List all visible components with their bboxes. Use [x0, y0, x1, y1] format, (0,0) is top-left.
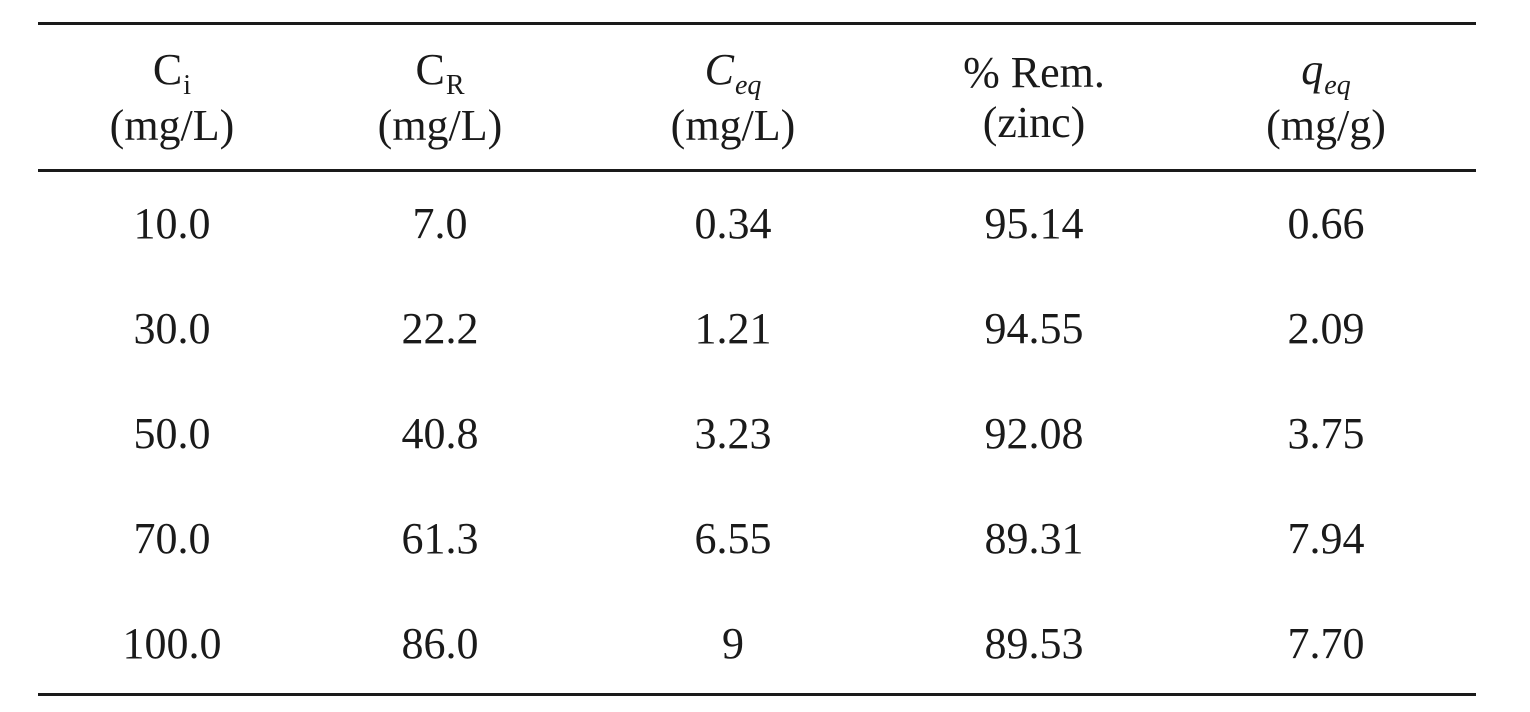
table-row: 30.0 22.2 1.21 94.55 2.09: [38, 276, 1476, 381]
table-cell: 94.55: [984, 304, 1084, 353]
table-cell: 3.75: [1287, 409, 1365, 458]
table-cell: 30.0: [133, 304, 211, 353]
table-cell: 9: [722, 619, 744, 668]
table-cell: 89.53: [984, 619, 1084, 668]
table-cell: 0.66: [1287, 199, 1365, 248]
header-ceq: Ceq (mg/L): [574, 25, 892, 169]
table-cell: 7.94: [1287, 514, 1365, 563]
header-ceq-subscript: eq: [734, 70, 762, 101]
table-cell: 0.34: [694, 199, 772, 248]
header-cr-symbol: C: [415, 45, 445, 94]
table-cell: 10.0: [133, 199, 211, 248]
header-row: Ci (mg/L) CR (mg/L) Ceq (mg/L) % Rem. (z…: [38, 25, 1476, 169]
table-row: 50.0 40.8 3.23 92.08 3.75: [38, 381, 1476, 486]
header-ceq-unit: (mg/L): [670, 101, 796, 150]
header-qeq-unit: (mg/g): [1266, 101, 1386, 150]
table-cell: 89.31: [984, 514, 1084, 563]
table-cell: 7.70: [1287, 619, 1365, 668]
table-body: 10.0 7.0 0.34 95.14 0.66 30.0 22.2 1.21 …: [38, 169, 1476, 696]
header-qeq: qeq (mg/g): [1176, 25, 1476, 169]
header-cr: CR (mg/L): [306, 25, 574, 169]
header-qeq-symbol: q: [1301, 45, 1324, 94]
header-rem-symbol: % Rem.: [963, 48, 1105, 97]
table-cell: 50.0: [133, 409, 211, 458]
header-ci-unit: (mg/L): [109, 101, 235, 150]
header-ci: Ci (mg/L): [38, 25, 306, 169]
table-row: 100.0 86.0 9 89.53 7.70: [38, 591, 1476, 696]
table-header-rule: [38, 169, 1476, 172]
table-row: 70.0 61.3 6.55 89.31 7.94: [38, 486, 1476, 591]
header-ci-symbol: C: [152, 45, 183, 94]
data-table: Ci (mg/L) CR (mg/L) Ceq (mg/L) % Rem. (z…: [38, 25, 1476, 696]
table-cell: 6.55: [694, 514, 772, 563]
table-cell: 2.09: [1287, 304, 1365, 353]
table-header: Ci (mg/L) CR (mg/L) Ceq (mg/L) % Rem. (z…: [38, 25, 1476, 169]
header-cr-subscript: R: [445, 70, 465, 101]
table-cell: 22.2: [401, 304, 479, 353]
table-cell: 95.14: [984, 199, 1084, 248]
header-rem: % Rem. (zinc): [892, 25, 1176, 169]
table-cell: 3.23: [694, 409, 772, 458]
table-cell: 100.0: [122, 619, 222, 668]
table-cell: 1.21: [694, 304, 772, 353]
table-cell: 86.0: [401, 619, 479, 668]
header-rem-unit: (zinc): [982, 98, 1086, 147]
table-row: 10.0 7.0 0.34 95.14 0.66: [38, 169, 1476, 276]
table-cell: 7.0: [412, 199, 468, 248]
header-cr-unit: (mg/L): [377, 101, 503, 150]
table-bottom-rule: [38, 693, 1476, 696]
table-cell: 61.3: [401, 514, 479, 563]
table-cell: 40.8: [401, 409, 479, 458]
header-qeq-subscript: eq: [1324, 70, 1351, 101]
table-top-rule: [38, 22, 1476, 25]
header-ceq-symbol: C: [704, 45, 734, 94]
table-cell: 70.0: [133, 514, 211, 563]
header-ci-subscript: i: [183, 70, 192, 101]
table-cell: 92.08: [984, 409, 1084, 458]
